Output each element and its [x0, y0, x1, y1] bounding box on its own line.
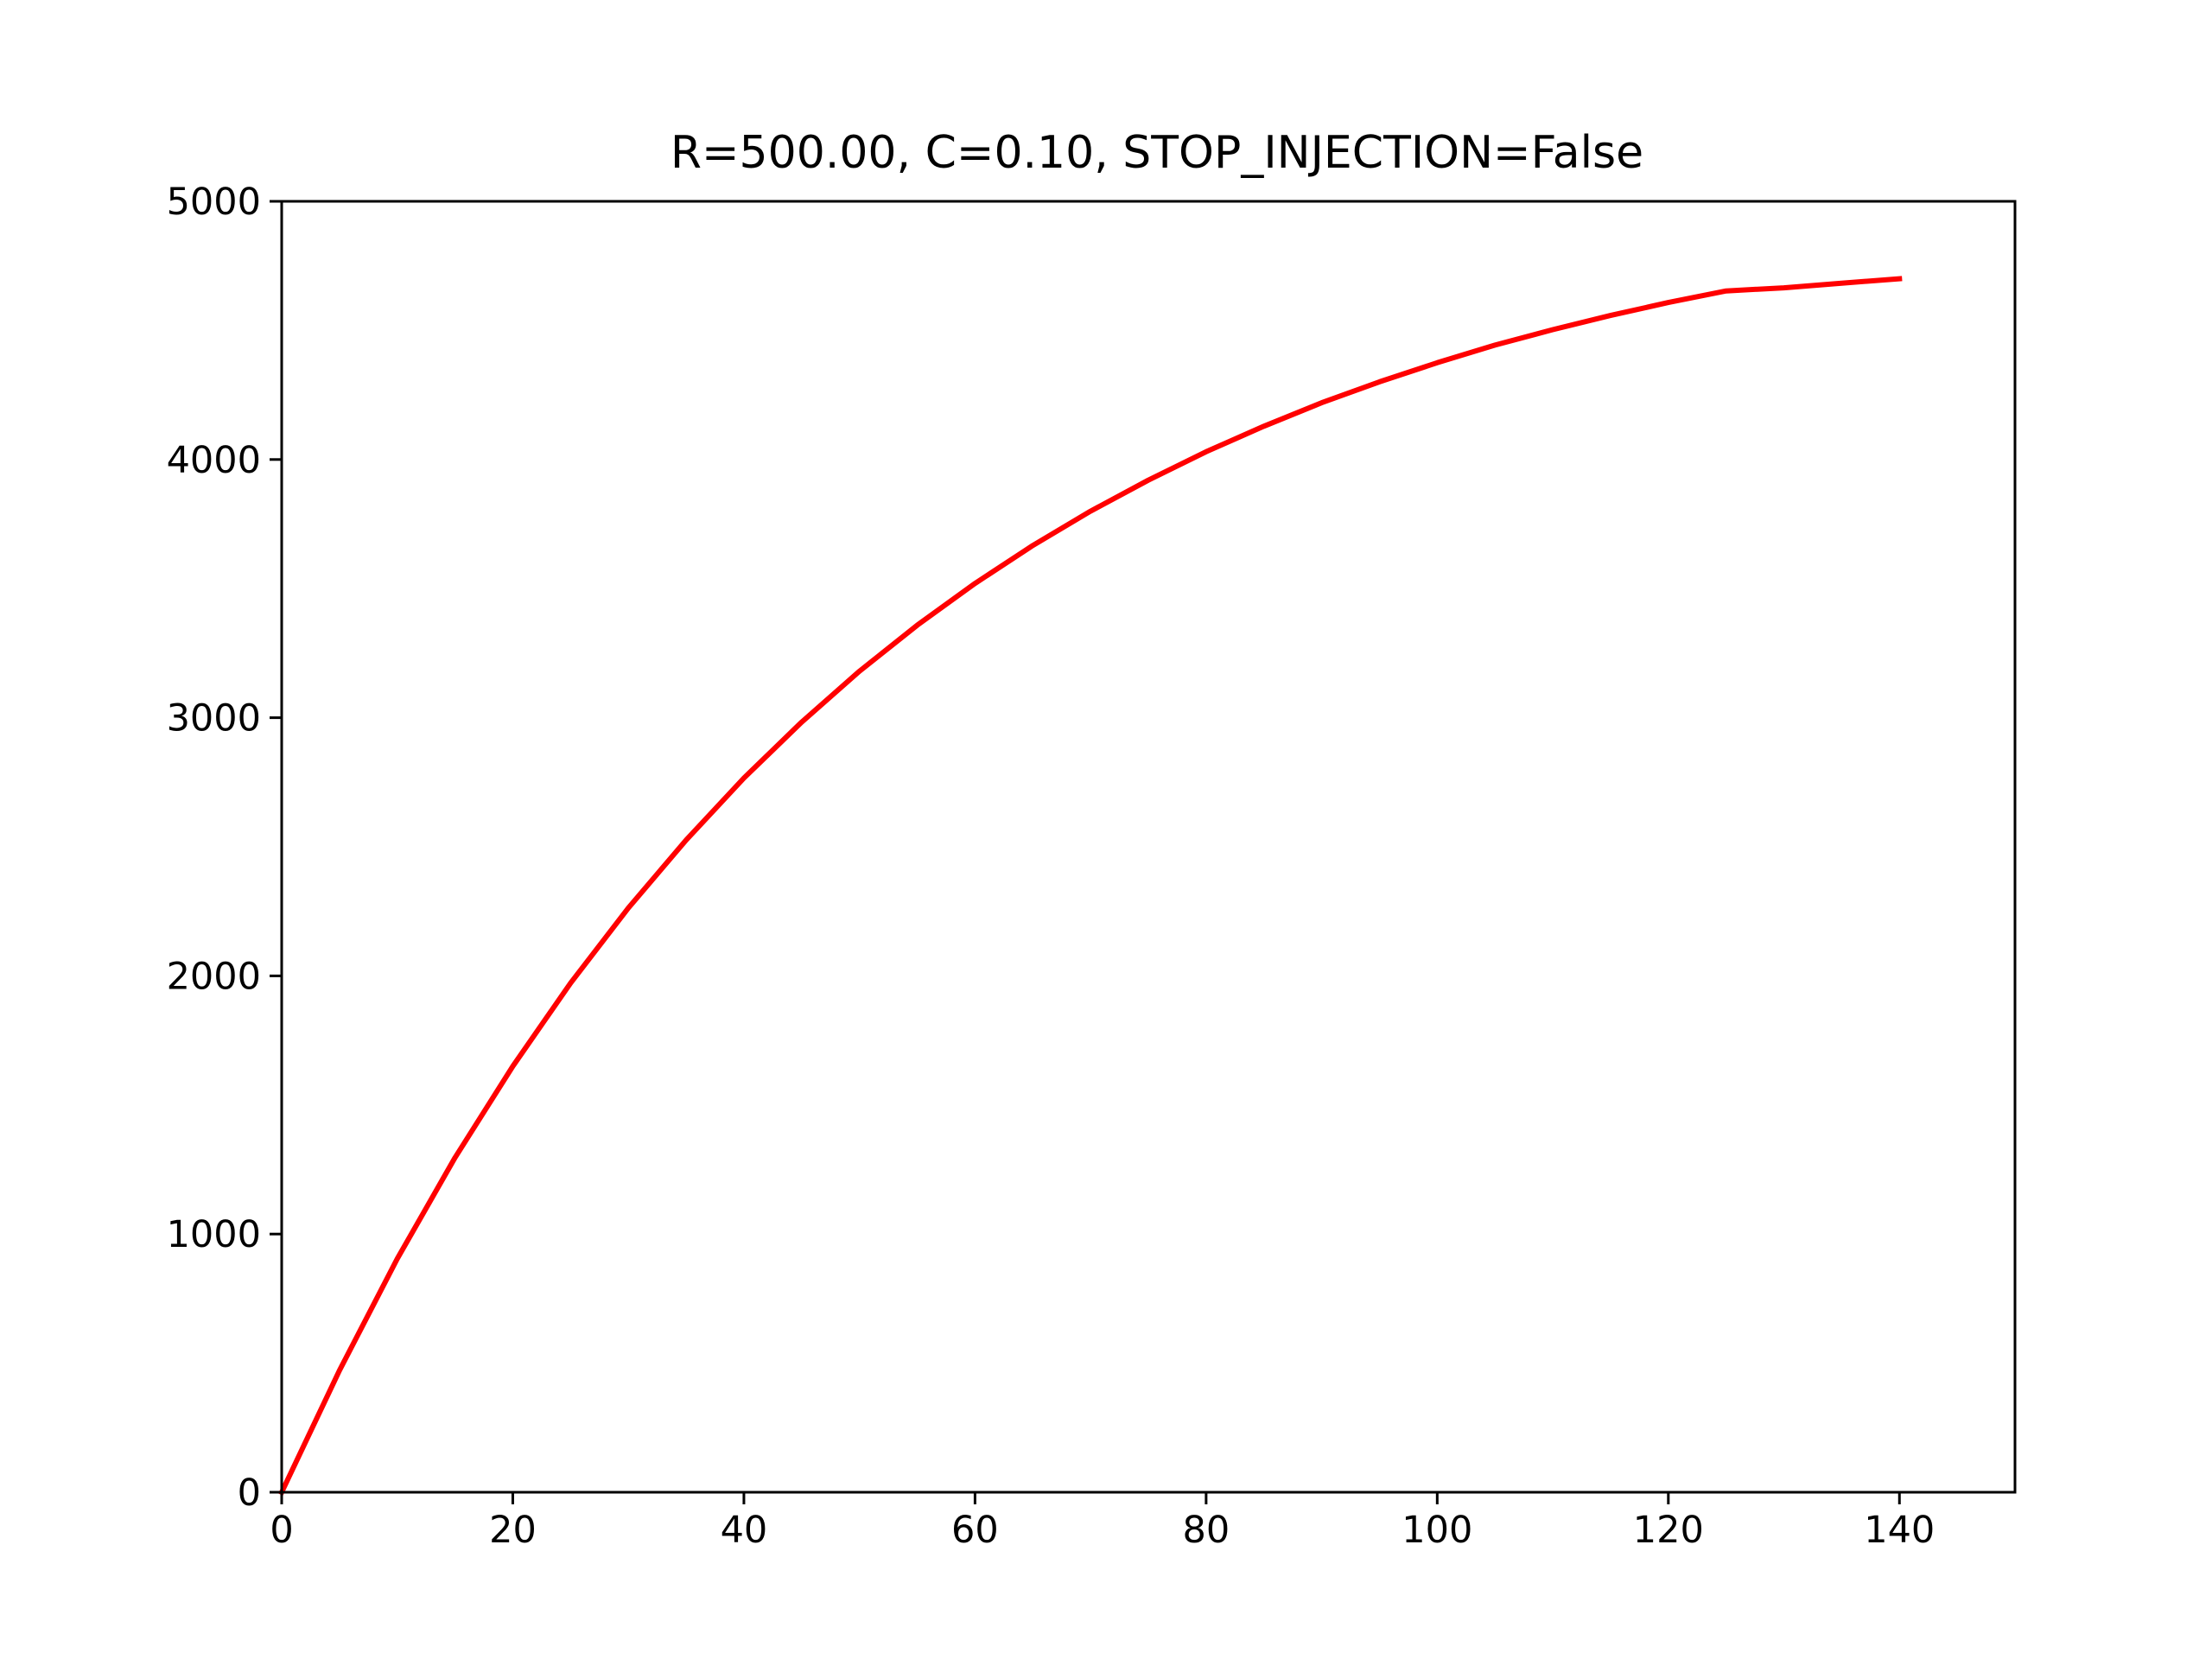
y-tick-label: 1000: [167, 1213, 261, 1256]
y-tick-label: 0: [238, 1471, 261, 1515]
x-tick-label: 140: [1864, 1509, 1935, 1552]
y-tick-label: 2000: [167, 955, 261, 998]
x-tick-label: 120: [1633, 1509, 1704, 1552]
chart-title: R=500.00, C=0.10, STOP_INJECTION=False: [671, 127, 1643, 179]
series-line: [278, 276, 1903, 1496]
x-tick-label: 0: [270, 1509, 293, 1552]
y-tick-label: 3000: [167, 697, 261, 741]
x-tick-label: 60: [951, 1509, 999, 1552]
x-tick-label: 100: [1402, 1509, 1472, 1552]
plot-frame: [280, 200, 2017, 1494]
y-tick-label: 4000: [167, 439, 261, 482]
y-tick-label: 5000: [167, 181, 261, 224]
x-tick-label: 40: [721, 1509, 768, 1552]
series-layer: [278, 276, 1903, 1496]
x-tick-label: 20: [489, 1509, 537, 1552]
x-axis: 0 20 40 60 80 100 120 140: [270, 1492, 1935, 1552]
x-tick-label: 80: [1183, 1509, 1230, 1552]
y-axis: 0 1000 2000 3000 4000 5000: [167, 181, 282, 1515]
